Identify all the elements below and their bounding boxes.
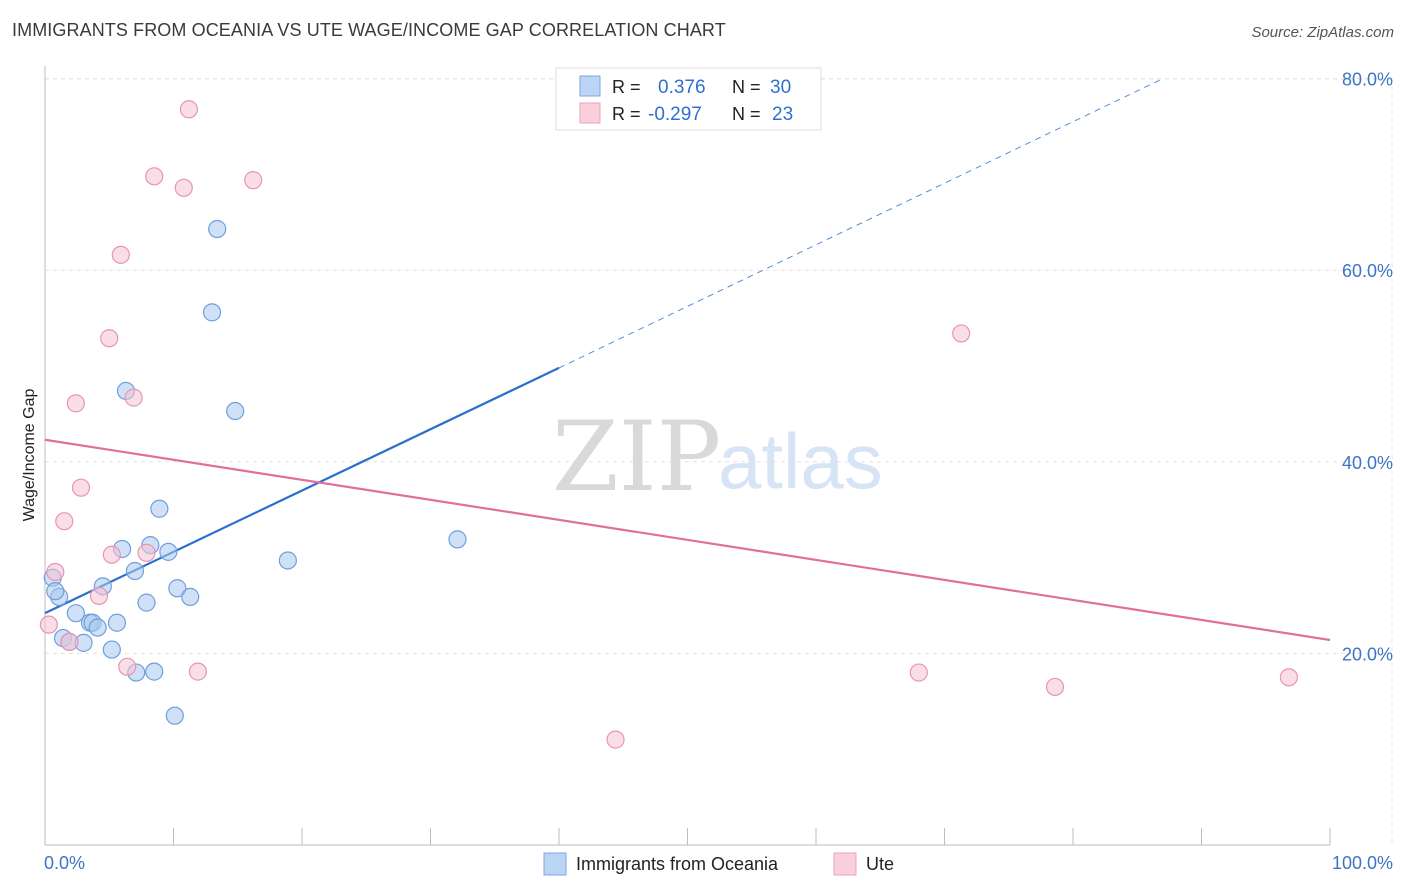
- point-oceania-8: [88, 618, 107, 637]
- point-ute-2: [55, 512, 74, 531]
- point-ute-17: [244, 171, 263, 190]
- point-oceania-28: [448, 530, 467, 549]
- point-ute-12: [137, 543, 156, 562]
- point-oceania-22: [168, 579, 187, 598]
- watermark-atlas: atlas: [718, 417, 883, 505]
- point-oceania-26: [226, 401, 245, 421]
- axes: [44, 66, 1331, 846]
- legend-swatch-ute: [579, 102, 601, 124]
- legend-r-label-1: R =: [612, 77, 641, 97]
- x-tick-label-right: 100.0%: [1332, 853, 1393, 873]
- point-ute-6: [89, 586, 109, 606]
- point-oceania-11: [107, 613, 127, 632]
- point-oceania-25: [208, 219, 227, 239]
- y-tick-label-60: 60.0%: [1342, 261, 1393, 281]
- y-tick-label-20: 20.0%: [1342, 644, 1393, 664]
- y-tick-label-80: 80.0%: [1342, 70, 1393, 90]
- point-oceania-29: [46, 582, 65, 601]
- point-ute-9: [118, 657, 137, 676]
- point-ute-18: [606, 730, 625, 749]
- point-ute-19: [909, 663, 928, 682]
- source-label: Source: ZipAtlas.com: [1251, 24, 1394, 41]
- point-oceania-21: [165, 706, 184, 725]
- chart-title: IMMIGRANTS FROM OCEANIA VS UTE WAGE/INCO…: [12, 20, 726, 40]
- point-ute-15: [179, 100, 199, 119]
- top-legend: R = 0.376 N = 30 R = -0.297 N = 23: [555, 67, 822, 131]
- legend-swatch-oceania: [579, 75, 601, 97]
- point-oceania-24: [202, 303, 222, 322]
- point-ute-0: [39, 615, 58, 634]
- trend-lines: [44, 78, 1331, 642]
- point-oceania-23: [181, 587, 200, 606]
- y-tick-labels: 20.0% 40.0% 60.0% 80.0%: [1342, 70, 1393, 665]
- point-ute-21: [1045, 677, 1065, 697]
- point-oceania-14: [125, 561, 145, 581]
- point-oceania-18: [145, 662, 164, 681]
- point-ute-4: [66, 394, 85, 413]
- point-ute-16: [188, 662, 208, 681]
- point-ute-3: [60, 632, 79, 652]
- point-ute-5: [71, 478, 91, 497]
- x-tick-label-left: 0.0%: [44, 853, 85, 873]
- y-axis-label: Wage/Income Gap: [21, 389, 38, 522]
- point-oceania-27: [278, 551, 297, 570]
- point-ute-14: [174, 178, 193, 197]
- point-oceania-10: [102, 640, 121, 659]
- point-ute-13: [145, 167, 164, 186]
- x-tick-labels: 0.0% 100.0%: [44, 853, 1393, 873]
- point-oceania-16: [137, 593, 156, 612]
- legend-n-label-2: N =: [732, 104, 761, 124]
- point-ute-8: [111, 245, 130, 264]
- point-ute-20: [952, 324, 971, 343]
- legend-r-value-2: -0.297: [648, 104, 702, 125]
- watermark: ZIP atlas: [552, 401, 883, 513]
- point-oceania-19: [150, 499, 169, 518]
- bottom-legend-label-oceania: Immigrants from Oceania: [576, 854, 779, 874]
- bottom-legend-swatch-ute: [833, 852, 857, 876]
- bottom-legend: Immigrants from Oceania Ute: [543, 852, 894, 876]
- point-oceania-20: [159, 542, 178, 561]
- point-ute-11: [124, 388, 143, 407]
- watermark-zip: ZIP: [552, 401, 721, 513]
- trend-line-ute: [44, 438, 1331, 642]
- trend-line-oceania-extension: [558, 78, 1164, 369]
- legend-r-label-2: R =: [612, 104, 641, 124]
- point-ute-1: [46, 562, 65, 582]
- point-oceania-4: [66, 604, 85, 623]
- point-ute-22: [1279, 668, 1298, 687]
- trend-line-oceania: [44, 366, 560, 615]
- data-points: [39, 100, 1298, 749]
- point-ute-10: [100, 329, 119, 348]
- bottom-legend-swatch-oceania: [543, 852, 567, 876]
- point-ute-7: [102, 545, 121, 564]
- bottom-legend-label-ute: Ute: [866, 854, 894, 874]
- legend-n-value-2: 23: [772, 104, 793, 125]
- legend-r-value-1: 0.376: [658, 77, 706, 98]
- y-tick-label-40: 40.0%: [1342, 453, 1393, 473]
- legend-n-value-1: 30: [770, 77, 791, 98]
- legend-n-label-1: N =: [732, 77, 761, 97]
